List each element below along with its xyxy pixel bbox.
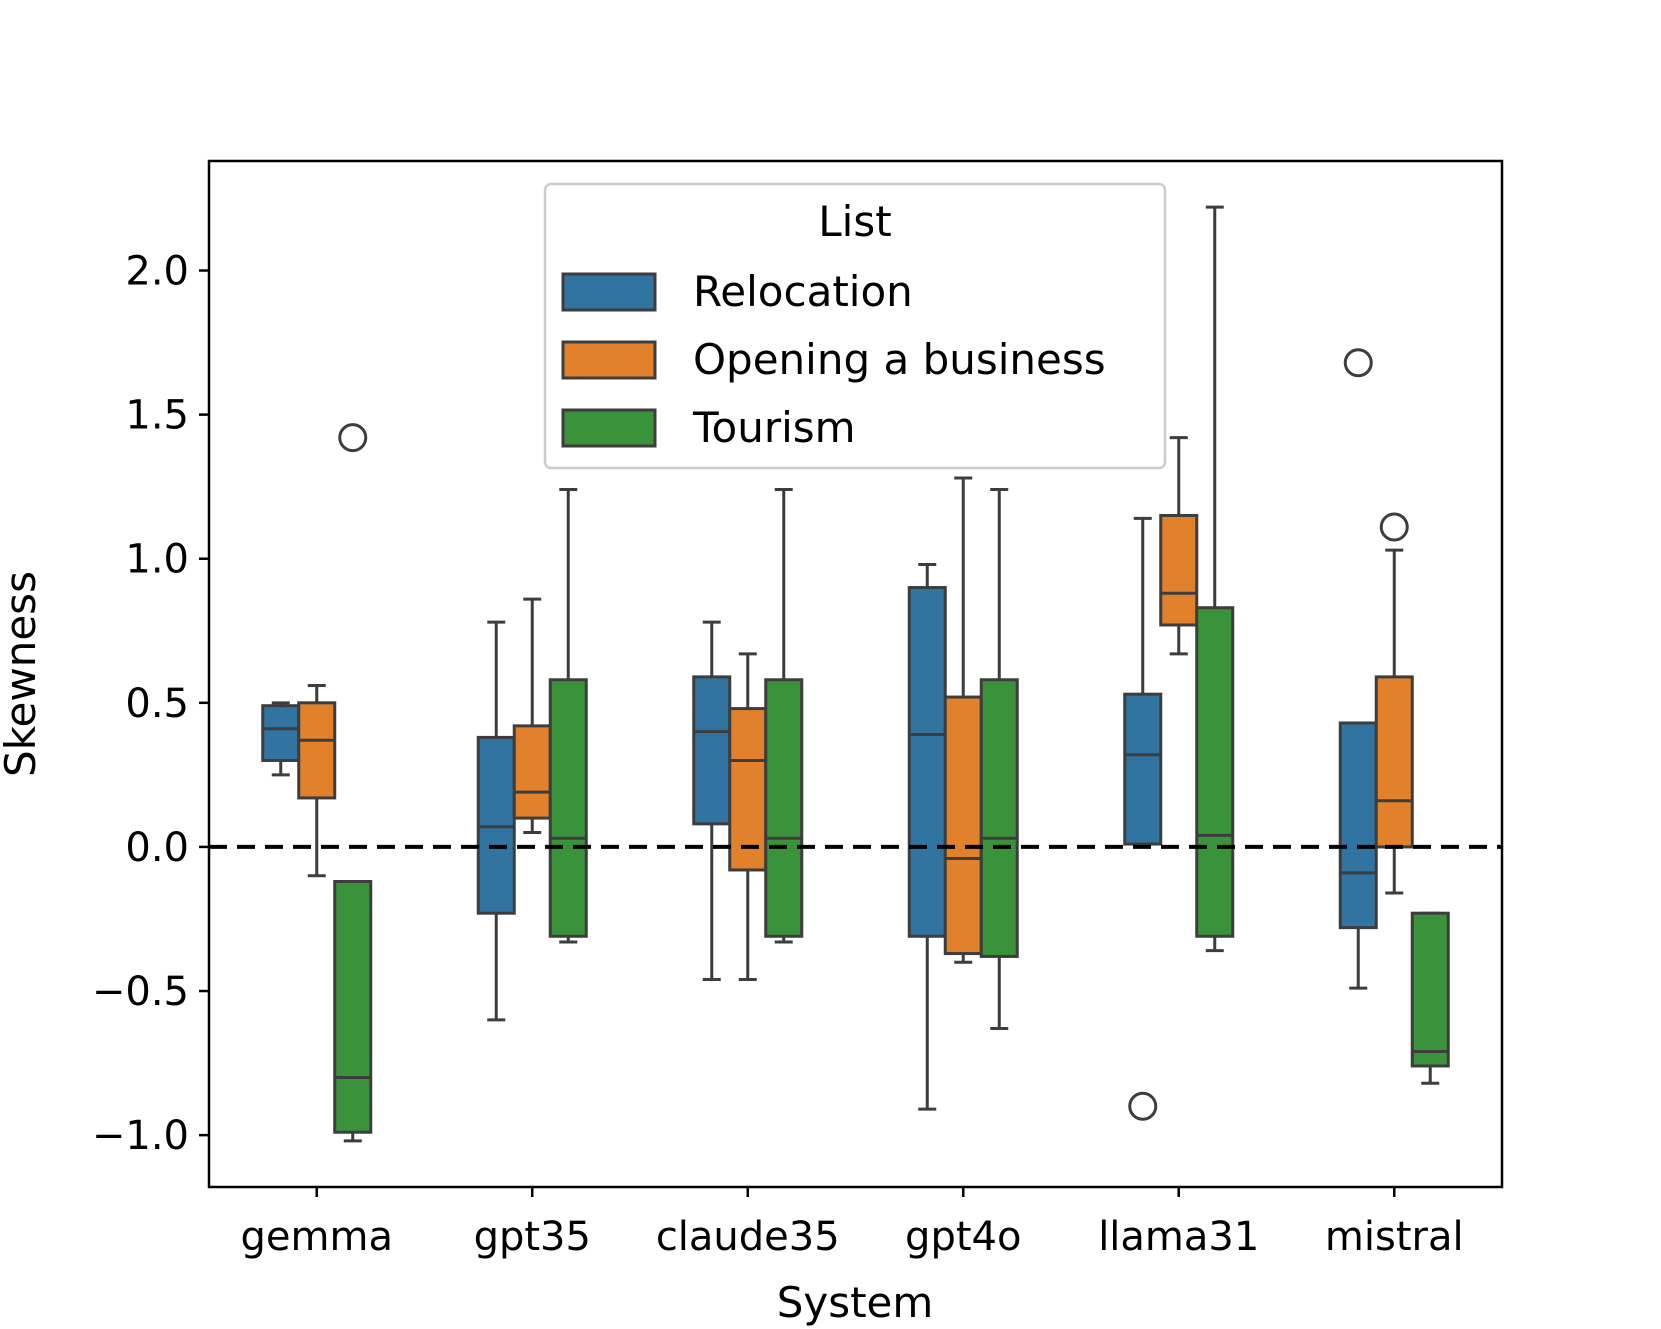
legend-title: List — [818, 197, 891, 246]
box-body — [943, 695, 983, 956]
box-body — [512, 724, 552, 820]
x-tick-label-mistral: mistral — [1325, 1214, 1464, 1260]
box-gpt35-relocation — [476, 620, 516, 1022]
plot-area — [209, 205, 1502, 1143]
box-body — [907, 586, 947, 938]
box-gemma-opening-a-business — [297, 684, 337, 878]
box-gpt4o-opening-a-business — [943, 476, 983, 964]
box-gemma-tourism — [333, 423, 373, 1143]
y-tick-label: 1.0 — [125, 537, 189, 583]
y-tick-label: −0.5 — [92, 969, 189, 1015]
box-body — [1159, 513, 1199, 627]
box-body — [979, 678, 1019, 958]
y-axis-label: Skewness — [0, 571, 45, 777]
axes: −1.0 −0.5 0.0 0.5 1.0 1.5 2.0 gemma gpt35 claude3… — [92, 249, 1464, 1260]
y-tick-label: 1.5 — [125, 393, 189, 439]
box-llama31-relocation — [1123, 516, 1163, 1121]
box-llama31-opening-a-business — [1159, 436, 1199, 656]
box-body — [333, 880, 373, 1134]
axes-frame — [207, 159, 1504, 1189]
box-body — [692, 675, 732, 826]
x-tick-label-gpt4o: gpt4o — [905, 1214, 1021, 1260]
legend-label-relocation: Relocation — [693, 267, 913, 316]
y-tick-label: 0.5 — [125, 681, 189, 727]
box-body — [1374, 675, 1414, 849]
box-body — [728, 707, 768, 872]
legend-frame — [543, 182, 1167, 470]
x-tick-label-claude35: claude35 — [656, 1214, 840, 1260]
box-claude35-relocation — [692, 620, 732, 981]
x-tick-label-gemma: gemma — [241, 1214, 393, 1260]
box-gpt4o-tourism — [979, 488, 1019, 1030]
outlier-point — [1128, 1091, 1158, 1121]
legend-label-opening-a-business: Opening a business — [693, 335, 1106, 384]
box-claude35-tourism — [764, 488, 804, 944]
box-gpt35-tourism — [548, 488, 588, 944]
box-body — [1338, 721, 1378, 930]
y-tick-label: 0.0 — [125, 825, 189, 871]
box-body — [261, 704, 301, 762]
box-body — [764, 678, 804, 938]
y-tick-label: 2.0 — [125, 249, 189, 295]
outlier-point — [338, 423, 368, 453]
box-mistral-tourism — [1410, 911, 1450, 1085]
x-tick-label-llama31: llama31 — [1098, 1214, 1259, 1260]
box-body — [1195, 606, 1235, 938]
outlier-point — [1343, 348, 1373, 378]
box-body — [297, 701, 337, 800]
box-gemma-relocation — [261, 701, 301, 777]
box-body — [1123, 692, 1163, 846]
legend-swatch-tourism — [561, 408, 657, 448]
box-gpt35-opening-a-business — [512, 597, 552, 835]
legend-swatch-opening-a-business — [561, 340, 657, 380]
legend-label-tourism: Tourism — [692, 403, 856, 452]
box-body — [548, 678, 588, 938]
outlier-point — [1379, 512, 1409, 542]
box-claude35-opening-a-business — [728, 652, 768, 981]
legend-swatch-relocation — [561, 272, 657, 312]
legend: List Relocation Opening a business Tourism — [543, 182, 1167, 470]
x-axis-label: System — [777, 1278, 934, 1327]
box-llama31-tourism — [1195, 205, 1235, 953]
box-body — [1410, 911, 1450, 1068]
x-tick-label-gpt35: gpt35 — [474, 1214, 591, 1260]
box-gpt4o-relocation — [907, 562, 947, 1111]
y-tick-label: −1.0 — [92, 1113, 189, 1159]
box-mistral-opening-a-business — [1374, 512, 1414, 895]
